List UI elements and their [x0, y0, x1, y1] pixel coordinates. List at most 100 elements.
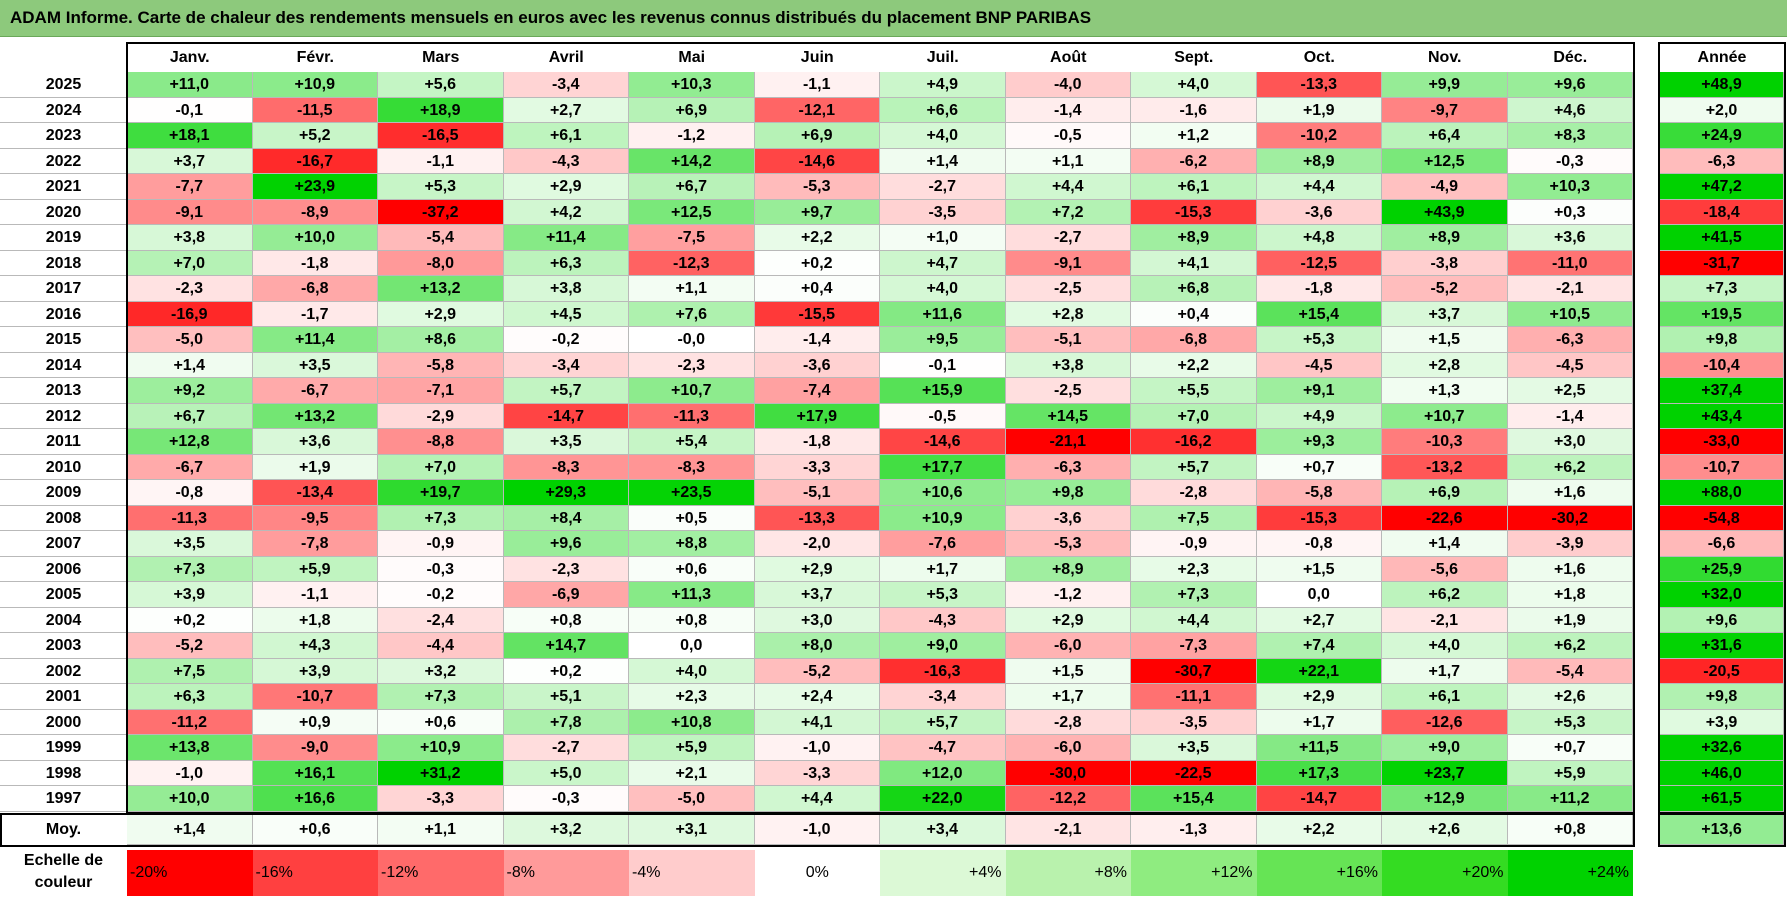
heat-cell: -0,9 — [1131, 531, 1257, 557]
heat-cell: -2,7 — [880, 174, 1006, 200]
heat-cell: +4,4 — [1005, 174, 1131, 200]
heat-cell: +0,7 — [1507, 735, 1633, 761]
heat-cell: -10,3 — [1382, 429, 1508, 455]
row-divider — [0, 504, 127, 506]
heat-cell: +6,9 — [629, 97, 755, 123]
row-divider — [0, 122, 127, 123]
year-label: 2002 — [45, 662, 82, 680]
heat-cell: +3,7 — [754, 582, 880, 608]
heat-cell: +14,2 — [629, 148, 755, 174]
heat-cell: -3,8 — [1382, 250, 1508, 276]
heat-cell: +12,9 — [1382, 786, 1508, 812]
heat-cell: +1,9 — [252, 454, 378, 480]
heat-cell: 0,0 — [629, 633, 755, 659]
heat-cell: 0,0 — [1256, 582, 1382, 608]
year-label: 1997 — [45, 790, 82, 807]
heat-cell: +11,4 — [503, 225, 629, 251]
heat-cell: +2,9 — [378, 301, 504, 327]
heat-cell: +1,4 — [1382, 531, 1508, 557]
row-divider — [0, 759, 127, 761]
heat-cell: +31,2 — [378, 760, 504, 786]
annual-cell: +25,9 — [1660, 556, 1784, 582]
row-divider — [0, 530, 127, 531]
heat-cell: -2,7 — [503, 735, 629, 761]
month-header: Oct. — [1303, 49, 1335, 66]
heat-cell: -11,5 — [252, 97, 378, 123]
heat-cell: -11,3 — [629, 403, 755, 429]
row-divider — [0, 632, 127, 633]
heat-cell: +23,7 — [1382, 760, 1508, 786]
annual-cell: -6,3 — [1660, 148, 1784, 174]
heat-cell: +10,9 — [880, 505, 1006, 531]
heat-cell: -0,3 — [378, 556, 504, 582]
heat-cell: -15,3 — [1131, 199, 1257, 225]
heat-cell: -0,0 — [629, 327, 755, 353]
heat-cell: +4,4 — [754, 786, 880, 812]
heat-cell: +6,3 — [127, 684, 253, 710]
heat-cell: +12,5 — [629, 199, 755, 225]
heat-cell: +1,7 — [1005, 684, 1131, 710]
heat-cell: -1,1 — [378, 148, 504, 174]
heat-cell: +3,8 — [1005, 352, 1131, 378]
heat-cell: +43,9 — [1382, 199, 1508, 225]
heat-cell: -14,7 — [503, 403, 629, 429]
average-cell: +3,4 — [880, 814, 1006, 845]
heat-cell: +7,2 — [1005, 199, 1131, 225]
heat-cell: -1,4 — [1507, 403, 1633, 429]
heat-cell: -8,3 — [503, 454, 629, 480]
heat-cell: +7,3 — [127, 556, 253, 582]
heat-cell: -1,8 — [252, 250, 378, 276]
row-divider — [0, 581, 127, 582]
heat-cell: +4,7 — [880, 250, 1006, 276]
annual-cell: -31,7 — [1660, 250, 1784, 276]
heat-cell: -4,5 — [1256, 352, 1382, 378]
heat-cell: +11,3 — [629, 582, 755, 608]
heat-cell: +2,3 — [629, 684, 755, 710]
heat-cell: -4,7 — [880, 735, 1006, 761]
heat-cell: -1,4 — [754, 327, 880, 353]
heat-cell: -0,8 — [127, 480, 253, 506]
heat-cell: +5,6 — [378, 72, 504, 98]
heat-cell: -9,1 — [1005, 250, 1131, 276]
heat-cell: -21,1 — [1005, 429, 1131, 455]
year-label: 2020 — [45, 203, 82, 221]
row-divider — [0, 96, 127, 98]
color-scale-swatch: +12% — [1131, 850, 1257, 896]
heat-cell: -0,2 — [503, 327, 629, 353]
heat-cell: -5,3 — [1005, 531, 1131, 557]
heat-cell: -2,1 — [1382, 607, 1508, 633]
heat-cell: -9,7 — [1382, 97, 1508, 123]
heat-cell: -5,4 — [378, 225, 504, 251]
heat-cell: +1,1 — [1005, 148, 1131, 174]
annual-cell: +24,9 — [1660, 123, 1784, 149]
heat-cell: +23,5 — [629, 480, 755, 506]
average-cell: +1,1 — [378, 814, 504, 845]
heat-cell: -5,2 — [1382, 276, 1508, 302]
heat-cell: -16,3 — [880, 658, 1006, 684]
heat-cell: -5,1 — [754, 480, 880, 506]
heat-cell: -3,9 — [1507, 531, 1633, 557]
heat-cell: -5,0 — [127, 327, 253, 353]
heat-cell: -13,4 — [252, 480, 378, 506]
heat-cell: +14,5 — [1005, 403, 1131, 429]
heat-cell: +9,5 — [880, 327, 1006, 353]
heat-cell: -6,8 — [252, 276, 378, 302]
heat-cell: -6,8 — [1131, 327, 1257, 353]
heat-cell: -4,3 — [503, 148, 629, 174]
year-label: 2022 — [45, 152, 82, 170]
heat-cell: +11,0 — [127, 72, 253, 98]
row-divider — [0, 683, 127, 684]
heat-cell: -37,2 — [378, 199, 504, 225]
annual-cell: +88,0 — [1660, 480, 1784, 506]
row-divider — [0, 402, 127, 404]
annual-cell: +2,0 — [1660, 97, 1784, 123]
average-cell: -1,0 — [754, 814, 880, 845]
annual-cell: +9,8 — [1660, 327, 1784, 353]
year-label: 2008 — [45, 509, 82, 527]
heat-cell: -2,8 — [1131, 480, 1257, 506]
heat-cell: -5,0 — [629, 786, 755, 812]
heat-cell: +3,2 — [378, 658, 504, 684]
heat-cell: -3,4 — [503, 352, 629, 378]
month-header: Janv. — [169, 49, 210, 66]
heat-cell: -5,4 — [1507, 658, 1633, 684]
